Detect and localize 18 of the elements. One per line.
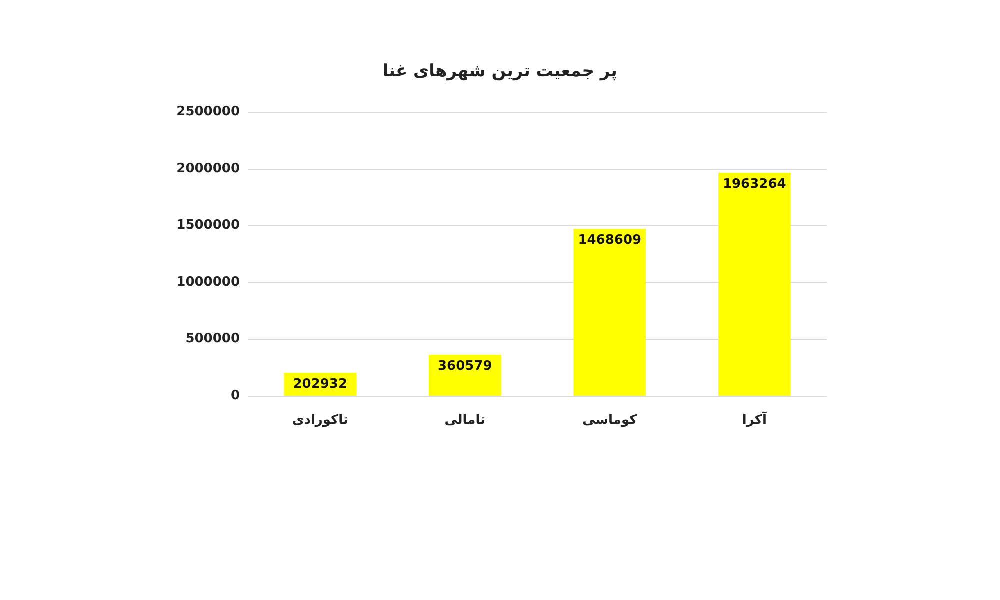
data-label: 360579 [438,359,492,374]
y-tick-label: 500000 [186,332,240,347]
data-label: 202932 [293,376,348,392]
data-label: 1963264 [722,176,786,192]
bar [718,172,791,396]
data-label: 1468609 [578,233,642,248]
y-tick-label: 2000000 [176,161,240,176]
y-tick-label: 0 [230,388,240,404]
x-tick-label: تامالی [444,413,486,428]
x-tick-label: کوماسی [582,413,638,428]
x-tick-label: تاکورادی [292,413,348,428]
bar [574,229,646,396]
chart-title: پر جمعیت ترین شهرهای غنا [382,62,618,82]
y-tick-label: 1000000 [176,274,240,290]
y-tick-label: 2500000 [176,104,240,120]
x-tick-label: آکرا [742,411,768,428]
bar [428,355,502,396]
y-tick-label: 1500000 [176,218,240,234]
